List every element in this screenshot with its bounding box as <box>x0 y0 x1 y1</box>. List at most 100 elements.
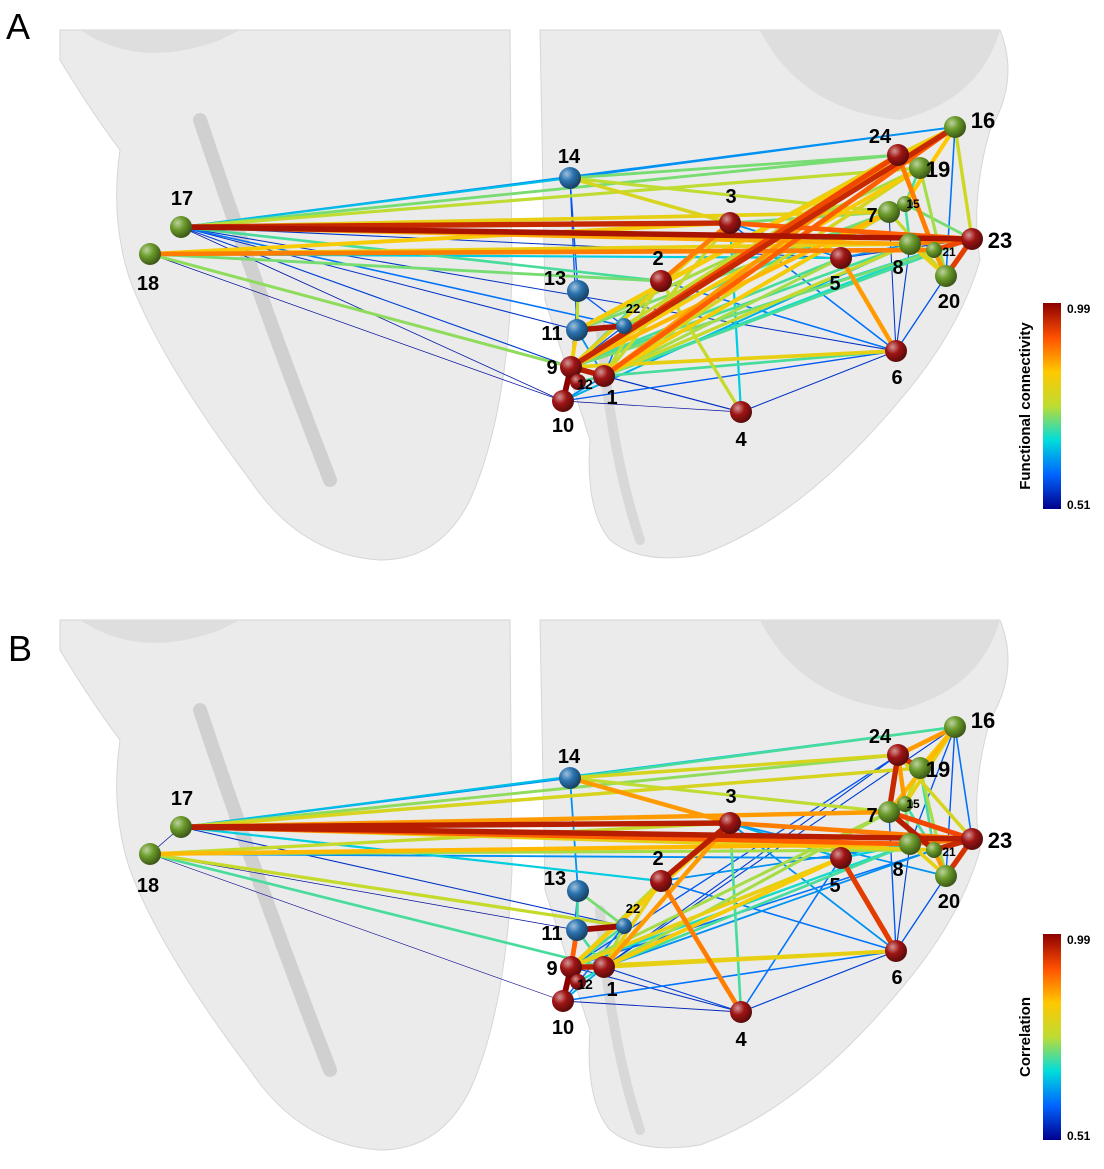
edge-4-10 <box>562 400 742 413</box>
edge-14-7 <box>568 776 891 814</box>
node-label-18: 18 <box>137 273 159 295</box>
node-label-6: 6 <box>891 367 902 389</box>
node-19 <box>909 157 931 179</box>
node-label-17: 17 <box>171 788 193 810</box>
left-hemisphere <box>59 29 513 561</box>
node-label-2: 2 <box>652 848 663 870</box>
node-5 <box>830 847 852 869</box>
edge-20-6 <box>895 275 947 352</box>
node-11 <box>566 919 588 941</box>
edge-18-8 <box>147 841 913 857</box>
brain-surface <box>59 619 1009 1151</box>
node-label-23: 23 <box>988 828 1012 853</box>
node-24 <box>887 144 909 166</box>
edge-17-23 <box>178 224 975 242</box>
edge-6-8 <box>895 843 911 952</box>
edge-4-1 <box>603 966 742 1013</box>
edge-6-10 <box>562 350 897 402</box>
node-3 <box>719 812 741 834</box>
node-label-18: 18 <box>137 875 159 897</box>
node-label-1: 1 <box>606 387 617 409</box>
node-label-9: 9 <box>546 958 557 980</box>
node-label-24: 24 <box>869 726 892 748</box>
edge-24-1 <box>603 754 899 968</box>
node-18 <box>139 243 161 265</box>
temporal-fold-right <box>760 30 1000 120</box>
edge-3-4 <box>728 821 743 1014</box>
node-12 <box>570 374 586 390</box>
panel-letter: A <box>6 6 31 47</box>
node-14 <box>559 167 581 189</box>
edge-18-22 <box>148 852 626 928</box>
node-label-16: 16 <box>971 108 995 133</box>
node-label-5: 5 <box>829 875 840 897</box>
node-18 <box>139 843 161 865</box>
node-17 <box>170 216 192 238</box>
region-nodes <box>139 116 983 423</box>
node-label-3: 3 <box>725 186 736 208</box>
edge-17-22 <box>180 226 625 327</box>
node-22 <box>616 918 632 934</box>
node-label-12: 12 <box>577 376 593 392</box>
edge-23-1 <box>602 237 974 378</box>
colorbar-title: Functional connectivity <box>1017 322 1034 490</box>
edge-17-22 <box>180 826 625 927</box>
node-label-11: 11 <box>541 323 562 345</box>
node-21 <box>926 242 942 258</box>
edge-16-23 <box>953 125 974 241</box>
node-12 <box>570 974 586 990</box>
node-3 <box>719 212 741 234</box>
edge-5-9 <box>569 256 843 369</box>
node-label-16: 16 <box>971 708 995 733</box>
node-23 <box>961 228 983 250</box>
node-6 <box>885 340 907 362</box>
node-label-4: 4 <box>735 429 747 451</box>
node-label-20: 20 <box>938 291 960 313</box>
node-1 <box>593 365 615 387</box>
node-19 <box>909 757 931 779</box>
node-label-11: 11 <box>541 923 562 945</box>
edge-18-21 <box>147 247 937 257</box>
edge-4-10 <box>562 1000 742 1013</box>
panel-a: A 1 2 3 4 5 6 7 8 9 10 11 12 13 14 15 16 17 18 19 20 21 22 23 2… <box>0 0 1104 580</box>
edge-6-20 <box>895 875 947 952</box>
colorbar-max-label: 0.99 <box>1067 302 1091 316</box>
node-9 <box>560 356 582 378</box>
node-label-7: 7 <box>866 205 877 227</box>
node-8 <box>899 833 921 855</box>
edge-18-3 <box>148 821 732 856</box>
node-14 <box>559 767 581 789</box>
node-label-10: 10 <box>552 1017 574 1039</box>
node-label-22: 22 <box>626 301 640 316</box>
edge-5-1 <box>602 256 843 378</box>
edge-6-9 <box>569 949 898 969</box>
node-17 <box>170 816 192 838</box>
node-4 <box>730 401 752 423</box>
node-21 <box>926 842 942 858</box>
node-8 <box>899 233 921 255</box>
edge-18-2 <box>148 252 663 283</box>
edge-6-10 <box>562 950 897 1002</box>
node-label-22: 22 <box>626 901 640 916</box>
edge-17-24 <box>179 153 900 229</box>
temporal-fold-left <box>80 620 240 643</box>
node-9 <box>560 956 582 978</box>
node-13 <box>567 880 589 902</box>
edge-16-1 <box>601 124 958 379</box>
colorbar-max-label: 0.99 <box>1067 933 1091 947</box>
node-label-20: 20 <box>938 891 960 913</box>
edge-18-1 <box>148 252 606 378</box>
node-22 <box>616 318 632 334</box>
node-13 <box>567 280 589 302</box>
edge-21-1 <box>603 849 935 968</box>
edge-17-24 <box>179 753 900 829</box>
edge-6-4 <box>740 950 897 1013</box>
edge-23-15 <box>903 202 974 241</box>
node-label-12: 12 <box>577 976 593 992</box>
node-10 <box>552 390 574 412</box>
edge-17-14 <box>179 176 572 229</box>
edge-14-24 <box>568 753 900 780</box>
edge-5-4 <box>740 857 842 1013</box>
edge-14-24 <box>568 153 900 180</box>
